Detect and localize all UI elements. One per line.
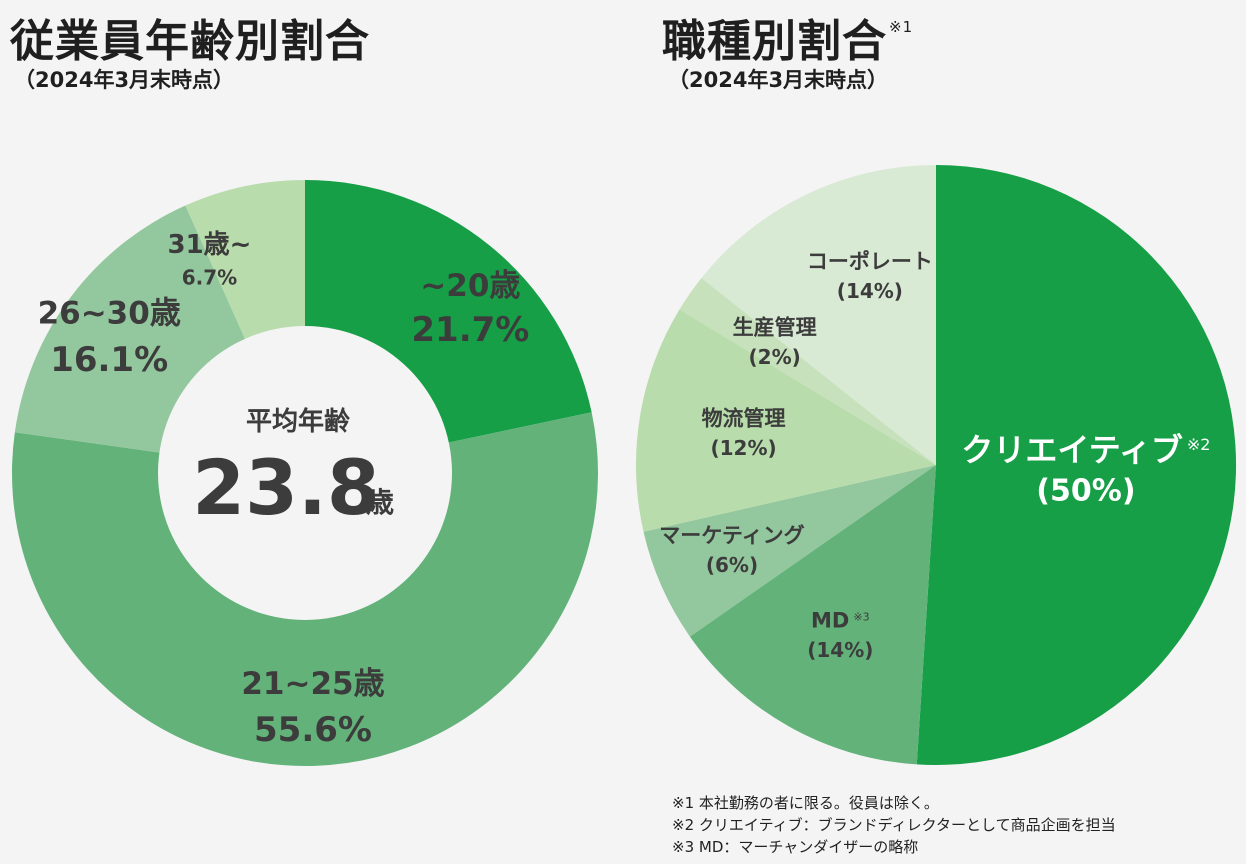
job-category-label-0: クリエイティブ ※2 <box>961 431 1210 469</box>
age-donut-hole <box>158 326 452 620</box>
age-value-label-2: 16.1% <box>50 340 168 380</box>
footnote-1: ※1 本社勤務の者に限る。役員は除く。 <box>672 794 939 812</box>
job-value-label-0: (50%) <box>1036 474 1135 509</box>
footnote-2: ※2 クリエイティブ：ブランドディレクターとして商品企画を担当 <box>672 816 1116 834</box>
job-value-label-2: (6%) <box>706 553 758 577</box>
age-category-label-2: 26~30歳 <box>38 296 181 332</box>
footnote-3: ※3 MD：マーチャンダイザーの略称 <box>672 838 919 856</box>
age-donut-labels: ~20歳 21.7% 21~25歳 55.6% 26~30歳 16.1% 31歳~ 6.7% <box>38 230 530 750</box>
age-category-label-1: 21~25歳 <box>241 666 384 702</box>
average-age-label: 平均年齢 <box>246 406 351 437</box>
job-slice-0 <box>916 165 1237 765</box>
job-category-note-0: ※2 <box>1187 435 1211 454</box>
age-value-label-3: 6.7% <box>182 265 237 289</box>
job-value-label-4: (2%) <box>749 345 801 369</box>
job-pie-slices <box>635 165 1237 765</box>
job-slice-5 <box>701 165 936 465</box>
job-slice-2 <box>643 465 936 637</box>
job-category-note-1: ※3 <box>853 610 869 623</box>
age-value-label-0: 21.7% <box>411 310 529 350</box>
job-value-label-3: (12%) <box>710 436 776 460</box>
job-category-label-2: マーケティング <box>659 524 804 548</box>
job-chart-title: 職種別割合 ※1 <box>662 20 913 64</box>
age-category-label-3: 31歳~ <box>168 230 252 260</box>
job-category-label-3: 物流管理 <box>702 407 786 431</box>
job-slice-4 <box>679 277 936 465</box>
footnotes: ※1 本社勤務の者に限る。役員は除く。 ※2 クリエイティブ：ブランドディレクタ… <box>672 792 1116 858</box>
age-chart-subtitle: （2024年3月末時点） <box>14 68 235 92</box>
average-age-unit: 歳 <box>366 486 394 519</box>
age-chart-title: 従業員年齢別割合 <box>10 16 370 67</box>
job-value-label-1: (14%) <box>807 638 873 662</box>
age-value-label-1: 55.6% <box>254 710 372 750</box>
job-chart-title-note: ※1 <box>889 18 914 36</box>
job-category-label-4: 生産管理 <box>733 315 817 339</box>
average-age-value: 23.8 <box>192 443 380 532</box>
age-category-label-0: ~20歳 <box>420 268 520 304</box>
job-category-label-5: コーポレート <box>807 249 933 273</box>
job-slice-1 <box>689 465 936 765</box>
job-slice-3 <box>635 309 936 532</box>
job-chart-subtitle: （2024年3月末時点） <box>668 68 889 92</box>
job-chart-title-text: 職種別割合 <box>662 16 887 67</box>
job-value-label-5: (14%) <box>837 279 903 303</box>
